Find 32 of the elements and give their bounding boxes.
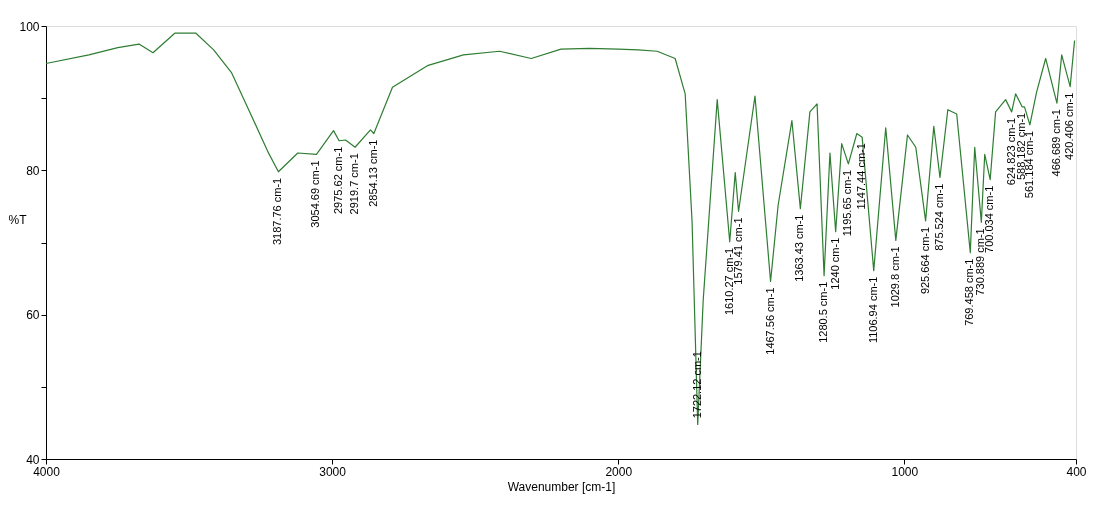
y-tick-label: 40 xyxy=(26,452,40,467)
annotation: 1722.12 cm-1 xyxy=(690,351,703,419)
y-axis-title: %T xyxy=(8,212,28,227)
annotation: 1363.43 cm-1 xyxy=(793,214,806,282)
annotation: 1467.56 cm-1 xyxy=(763,287,776,355)
annotation: 1240 cm-1 xyxy=(828,237,841,290)
annotation: 769.458 cm-1 xyxy=(963,258,976,326)
annotation: 1029.8 cm-1 xyxy=(888,246,901,308)
annotation: 2854.13 cm-1 xyxy=(366,139,379,207)
y-tick-label: 60 xyxy=(26,308,40,323)
annotation: 466.689 cm-1 xyxy=(1049,109,1062,177)
y-tick-label: 100 xyxy=(19,19,40,34)
annotation: 1106.94 cm-1 xyxy=(866,276,879,344)
annotation: 1195.65 cm-1 xyxy=(841,169,854,237)
annotation: 925.664 cm-1 xyxy=(918,226,931,295)
annotation: 420.406 cm-1 xyxy=(1063,92,1076,160)
x-tick-label: 1000 xyxy=(891,464,919,479)
x-axis-title: Wavenumber [cm-1] xyxy=(507,479,616,494)
y-tick-label: 80 xyxy=(26,163,40,178)
annotation: 3187.76 cm-1 xyxy=(271,177,284,246)
annotation: 1147.44 cm-1 xyxy=(855,143,868,210)
annotation: 3054.69 cm-1 xyxy=(309,160,322,228)
x-tick-label: 2000 xyxy=(605,464,633,479)
x-tick-label: 4000 xyxy=(33,464,61,479)
annotation: 1280.5 cm-1 xyxy=(817,281,830,343)
annotation: 875.524 cm-1 xyxy=(932,183,945,251)
annotation: 2919.7 cm-1 xyxy=(348,153,361,215)
annotation: 2975.62 cm-1 xyxy=(332,146,345,215)
line-series xyxy=(45,32,1076,425)
annotation: 624.823 cm-1 xyxy=(1004,117,1017,186)
x-tick-label: 400 xyxy=(1066,464,1087,479)
x-tick-label: 3000 xyxy=(319,464,347,479)
